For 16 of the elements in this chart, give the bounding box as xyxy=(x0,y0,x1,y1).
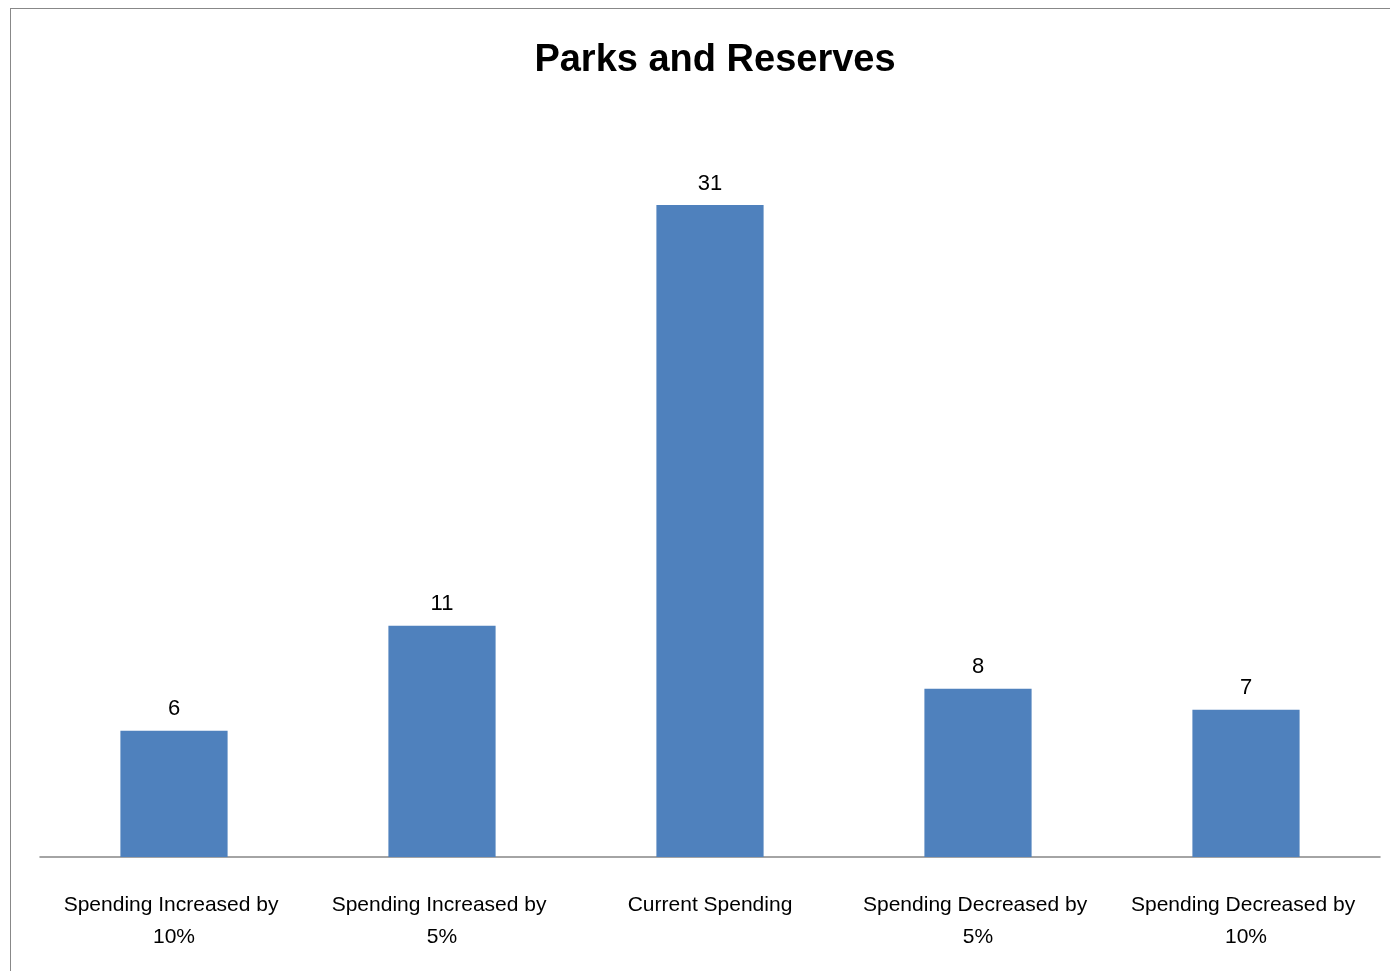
bar xyxy=(656,205,764,857)
data-label: 11 xyxy=(430,590,454,616)
bar xyxy=(120,730,228,857)
chart-title: Parks and Reserves xyxy=(534,37,896,79)
x-tick-label: Spending Increased by 5% xyxy=(331,891,553,947)
bar xyxy=(924,688,1032,857)
data-label: 31 xyxy=(697,169,723,195)
data-label: 6 xyxy=(167,695,181,721)
x-tick-label: Spending Decreased by 5% xyxy=(863,891,1093,947)
x-tick-label: Spending Decreased by 10% xyxy=(1131,891,1361,947)
bar xyxy=(1192,709,1300,857)
x-tick-label: Spending Increased by 10% xyxy=(63,891,285,947)
bar xyxy=(388,625,496,857)
x-tick-label: Current Spending xyxy=(627,891,793,915)
data-label: 7 xyxy=(1239,674,1253,700)
data-label: 8 xyxy=(971,653,985,679)
